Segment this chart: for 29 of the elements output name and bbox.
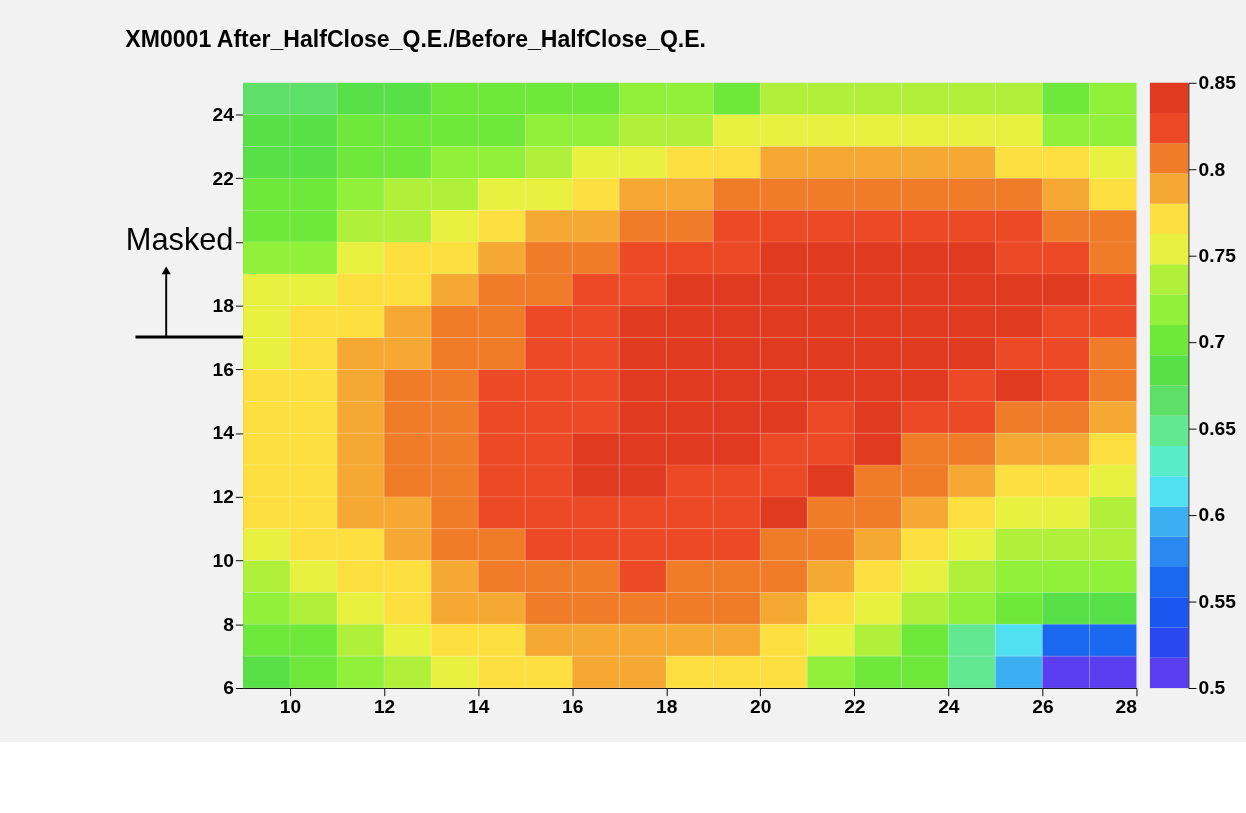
color-bar-label: 0.6 [1198,504,1226,526]
x-tick-label: 28 [1115,696,1138,718]
y-tick-label: 22 [212,167,234,189]
chart-title: XM0001 After_HalfClose_Q.E./Before_HalfClose_Q.E. [125,25,707,52]
color-bar-label: 0.65 [1198,417,1237,439]
color-bar-label: 0.8 [1198,158,1226,180]
y-tick-label: 6 [223,677,234,699]
color-bar-label: 0.85 [1198,72,1237,94]
y-tick-label: 14 [212,422,235,444]
x-tick-label: 12 [373,696,396,718]
x-tick-label: 24 [938,696,960,718]
y-tick-label: 10 [212,549,234,571]
x-tick-label: 16 [562,696,584,718]
y-tick-label: 8 [223,613,235,635]
x-tick-label: 26 [1032,696,1054,718]
color-bar-label: 0.7 [1198,331,1226,353]
x-tick-label: 14 [467,696,490,718]
color-bar-label: 0.5 [1198,677,1226,699]
color-bar-label: 0.55 [1198,590,1237,612]
color-bar-label: 0.75 [1198,244,1237,266]
y-tick-label: 12 [212,486,234,508]
x-tick-label: 22 [844,696,866,718]
x-tick-label: 18 [656,696,678,718]
x-tick-label: 10 [279,696,302,718]
y-tick-label: 24 [212,103,235,125]
y-tick-label: 18 [212,295,235,317]
x-tick-label: 20 [750,696,772,718]
text: Masked [125,221,234,257]
y-tick-label: 16 [212,358,234,380]
